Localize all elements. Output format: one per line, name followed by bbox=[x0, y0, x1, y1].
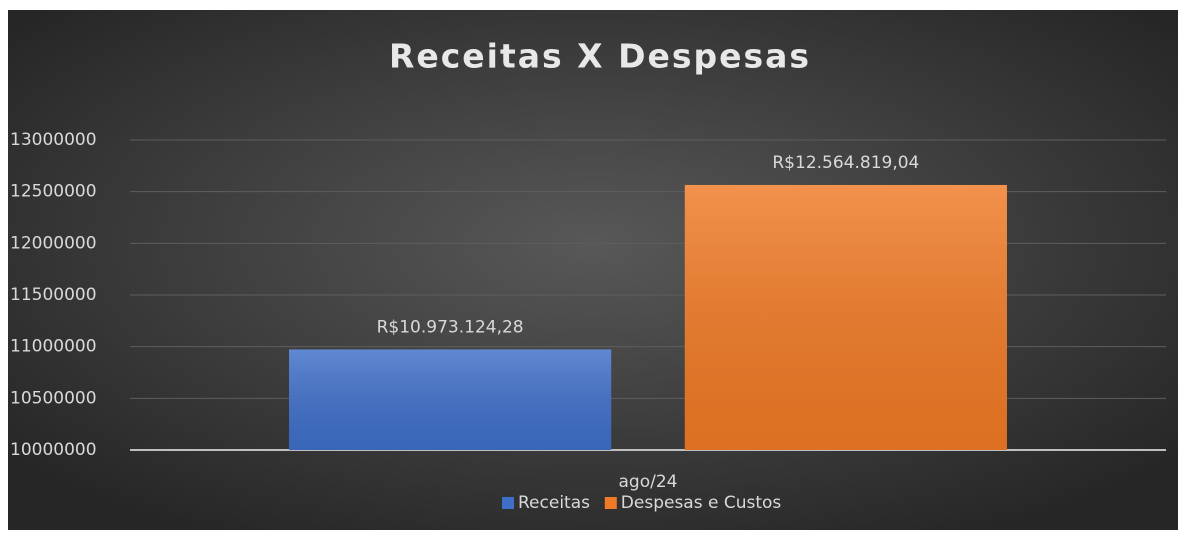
bar-shade bbox=[289, 349, 612, 450]
y-tick-label: 11500000 bbox=[10, 285, 97, 305]
legend-label: Receitas bbox=[518, 493, 590, 513]
y-tick-label: 13000000 bbox=[10, 130, 97, 150]
y-tick-label: 11000000 bbox=[10, 337, 97, 357]
data-label: R$12.564.819,04 bbox=[772, 153, 919, 173]
legend-label: Despesas e Custos bbox=[621, 493, 782, 513]
y-tick-label: 10500000 bbox=[10, 388, 97, 408]
chart-title: Receitas X Despesas bbox=[389, 37, 811, 76]
y-tick-label: 10000000 bbox=[10, 440, 97, 460]
legend-swatch bbox=[604, 497, 617, 509]
bar-shade bbox=[684, 184, 1007, 451]
x-tick-label: ago/24 bbox=[619, 472, 678, 492]
legend-swatch bbox=[502, 497, 514, 509]
y-tick-label: 12500000 bbox=[10, 182, 97, 202]
data-label: R$10.973.124,28 bbox=[377, 317, 524, 337]
y-tick-label: 12000000 bbox=[10, 233, 97, 253]
